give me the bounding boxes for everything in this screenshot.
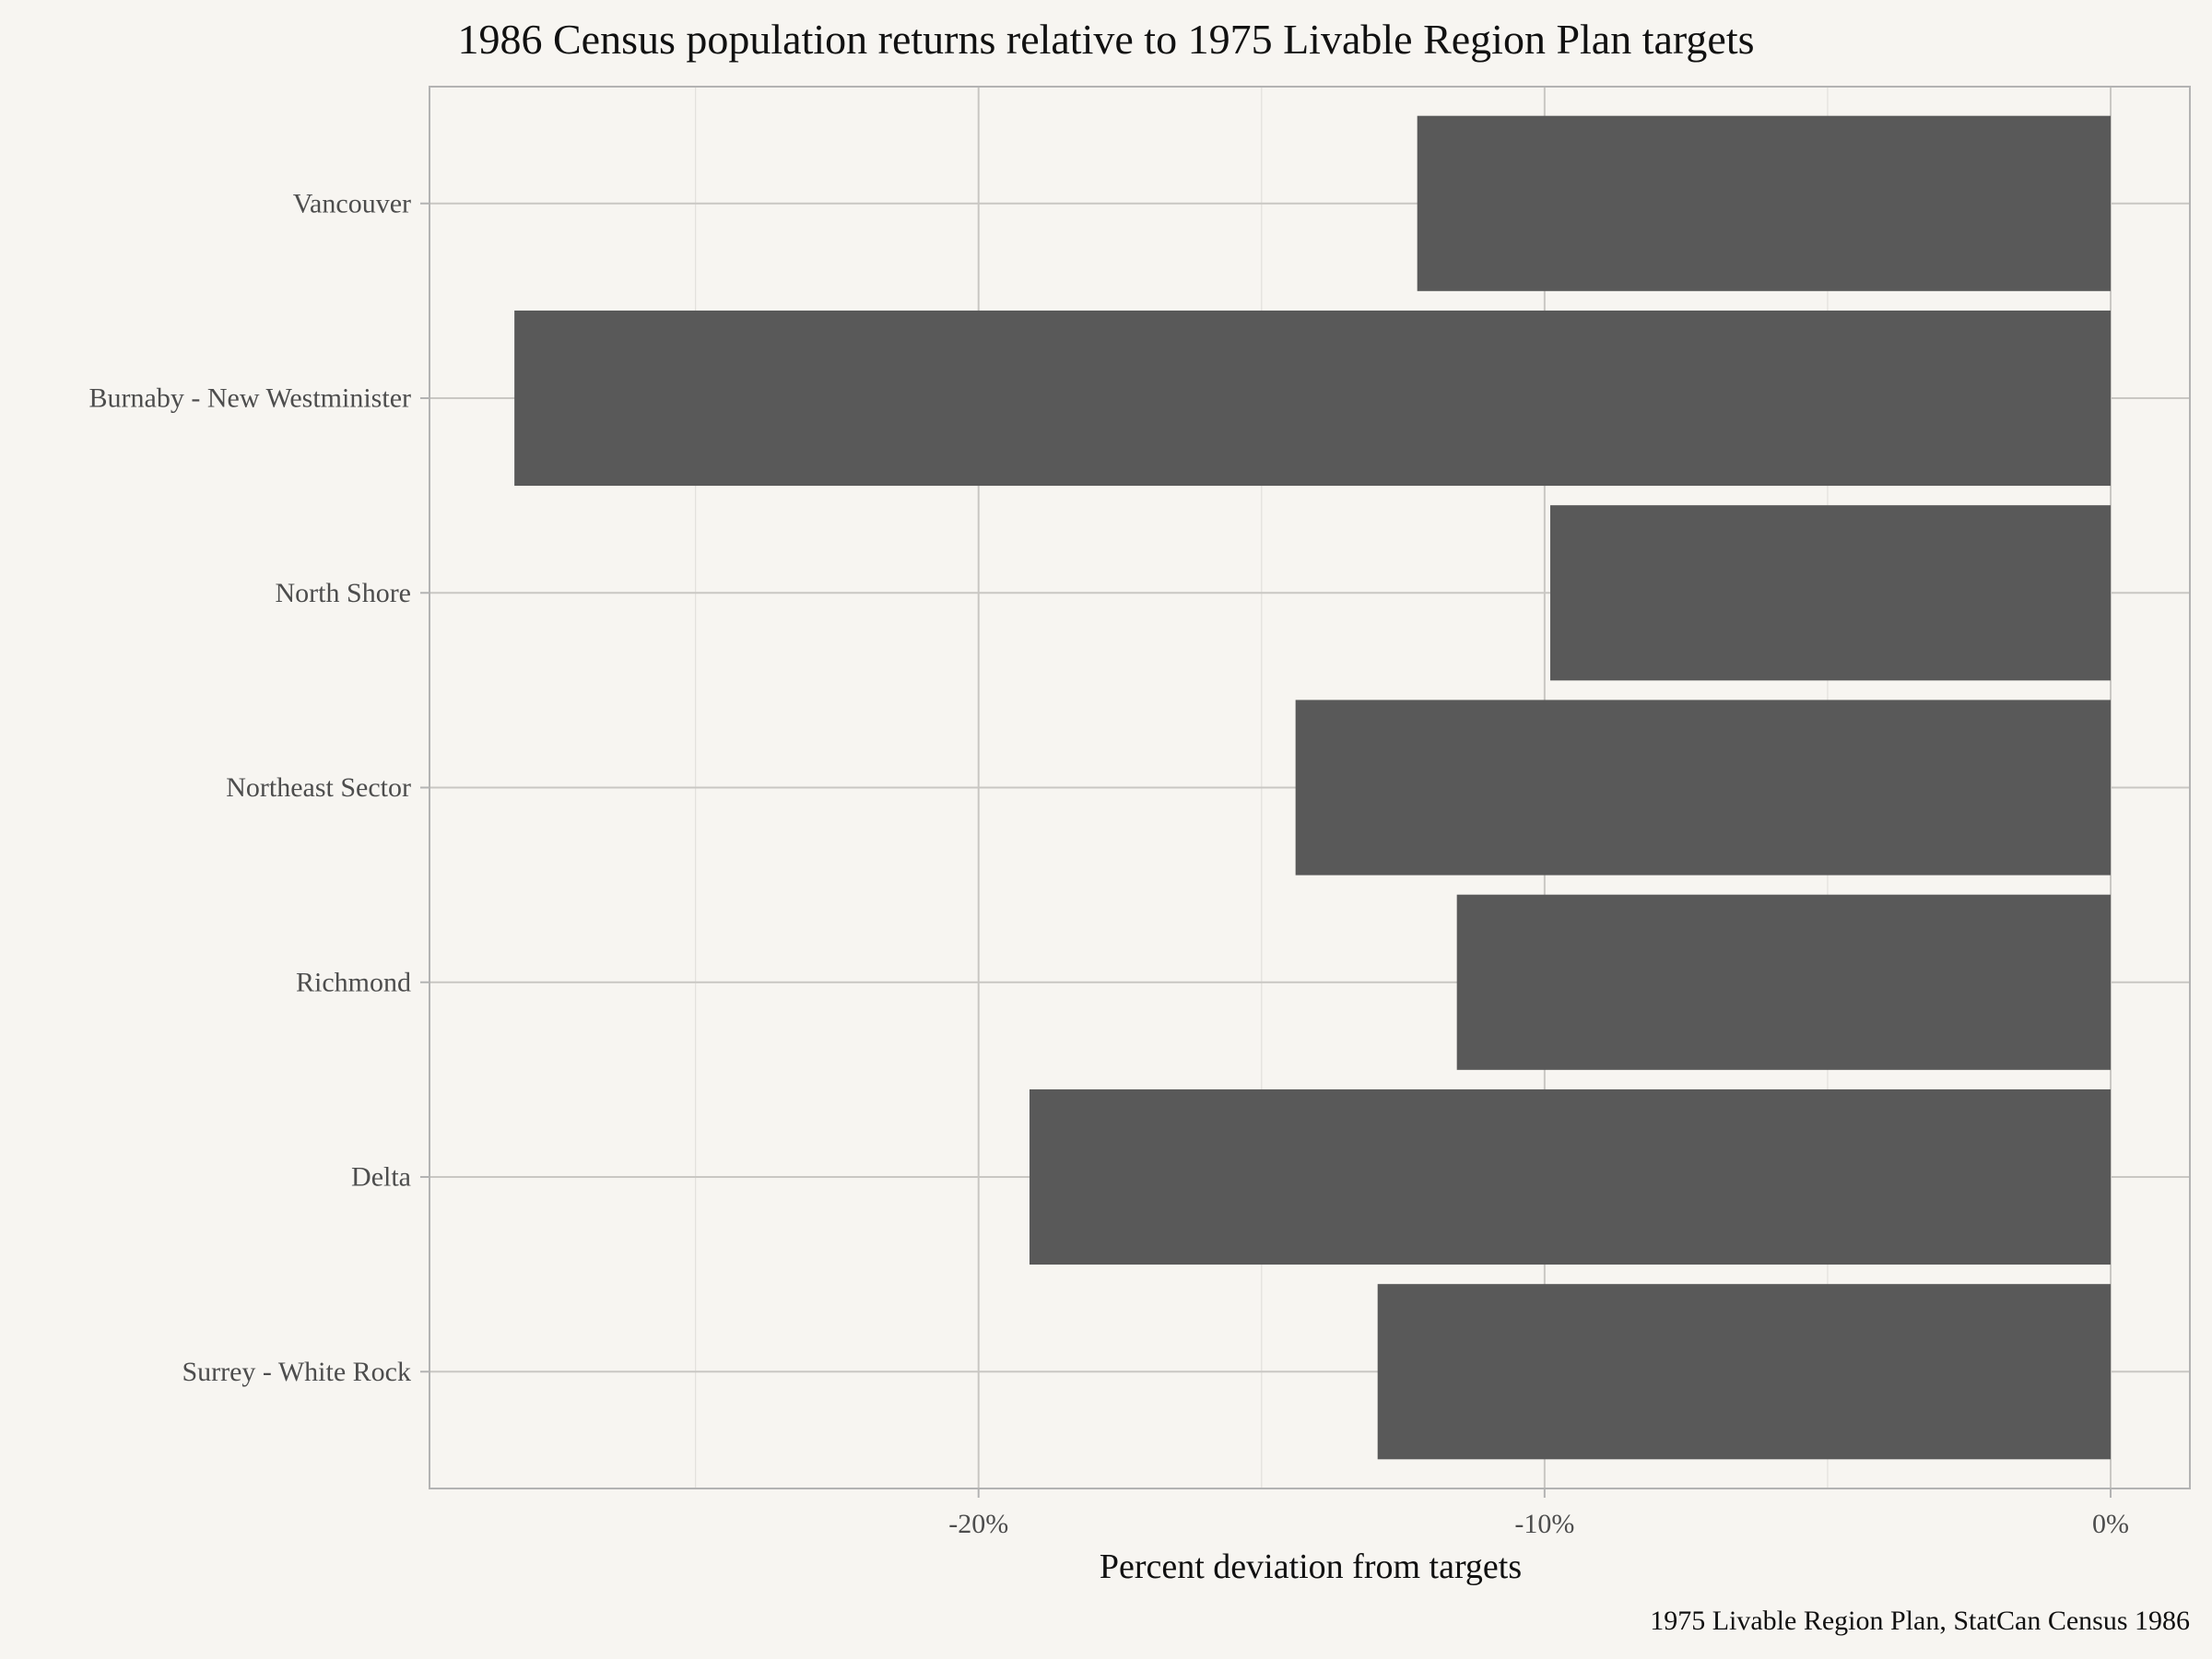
x-axis-ticks: -20% -10% 0% [948, 1488, 2129, 1539]
chart-caption: 1975 Livable Region Plan, StatCan Census… [1650, 1606, 2190, 1636]
bar [514, 310, 2112, 487]
bars [514, 115, 2112, 1460]
bar [1295, 700, 2112, 876]
bar [1417, 115, 2112, 291]
x-tick-label: -10% [1514, 1509, 1574, 1539]
y-tick-label: Surrey - White Rock [182, 1357, 411, 1387]
x-tick-label: -20% [948, 1509, 1008, 1539]
y-tick-label: Northeast Sector [226, 772, 411, 803]
bar [1029, 1088, 2112, 1265]
y-tick-label: Vancouver [293, 188, 411, 218]
x-tick-label: 0% [2092, 1509, 2129, 1539]
y-tick-label: Burnaby - New Westminister [89, 383, 411, 414]
y-tick-label: Richmond [296, 967, 411, 997]
bar [1456, 894, 2112, 1070]
y-tick-label: North Shore [276, 578, 411, 608]
chart-title: 1986 Census population returns relative … [457, 16, 1754, 63]
y-tick-label: Delta [351, 1162, 411, 1193]
y-axis-ticks: Vancouver Burnaby - New Westminister North… [89, 188, 429, 1387]
bar [1550, 505, 2112, 681]
bar [1377, 1284, 2112, 1460]
x-axis-label: Percent deviation from targets [1100, 1547, 1522, 1586]
